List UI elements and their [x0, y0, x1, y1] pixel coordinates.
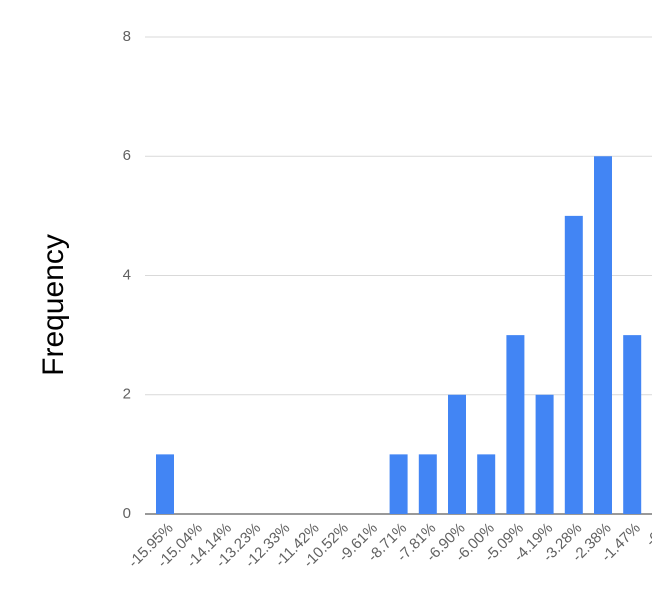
- bar: [594, 156, 612, 514]
- bar: [506, 335, 525, 514]
- bar: [418, 454, 437, 514]
- y-tick-label: 8: [123, 28, 131, 45]
- y-axis-title: Frequency: [37, 234, 70, 376]
- y-tick-label: 2: [123, 386, 131, 403]
- y-tick-label: 4: [123, 266, 131, 283]
- bar: [535, 394, 554, 514]
- bar: [477, 454, 496, 514]
- bar: [623, 335, 642, 514]
- bar: [448, 394, 466, 514]
- y-tick-label: 0: [123, 505, 131, 522]
- y-tick-label: 6: [123, 147, 131, 164]
- bar: [564, 215, 583, 514]
- bar: [156, 454, 174, 514]
- bar: [389, 454, 408, 514]
- x-tick-label: -0.5: [643, 520, 652, 550]
